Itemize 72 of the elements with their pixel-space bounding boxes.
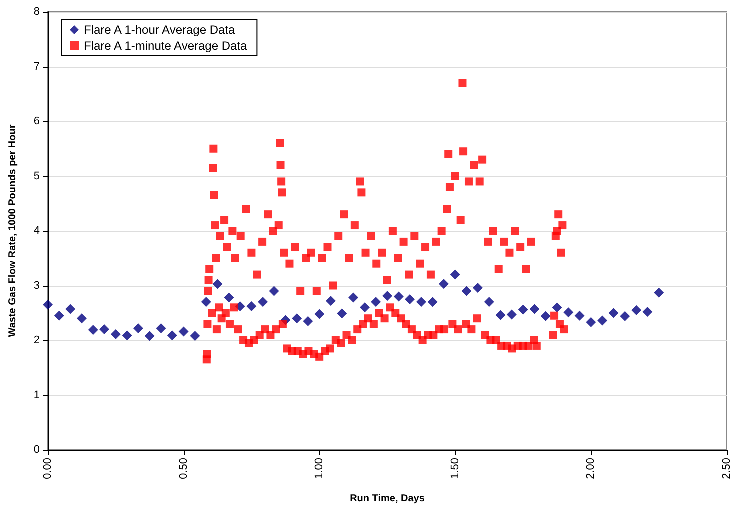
point: [540, 311, 551, 322]
point: [110, 329, 121, 340]
point: [438, 279, 449, 290]
point: [564, 308, 574, 318]
y-tick-label: 0: [34, 444, 40, 456]
point: [371, 297, 382, 308]
point: [598, 316, 608, 326]
point: [586, 317, 596, 328]
legend-label: Flare A 1-hour Average Data: [84, 23, 236, 37]
point: [246, 302, 257, 312]
x-tick-label: 1.50: [449, 458, 462, 480]
point: [360, 302, 370, 313]
point: [88, 325, 98, 336]
point: [416, 297, 426, 308]
point: [303, 316, 314, 326]
y-axis-title: Waste Gas Flow Rate, 1000 Pounds per Hour: [8, 124, 18, 338]
point: [167, 330, 178, 341]
point: [54, 310, 64, 321]
y-tick-label: 6: [34, 116, 40, 128]
point: [496, 310, 506, 320]
point: [144, 331, 155, 342]
point: [620, 311, 630, 322]
point: [552, 302, 562, 313]
point: [314, 309, 325, 320]
point: [156, 323, 166, 334]
x-axis-title: Run Time, Days: [350, 494, 426, 504]
point: [484, 297, 494, 308]
point: [530, 304, 540, 314]
point: [472, 282, 483, 293]
y-tick-label: 2: [34, 334, 40, 346]
point: [462, 286, 472, 296]
point: [326, 296, 336, 306]
point: [66, 304, 76, 314]
x-tick-label: 0.50: [178, 458, 190, 480]
y-tick-label: 8: [34, 6, 40, 18]
y-tick-label: 5: [34, 170, 40, 182]
point: [43, 300, 53, 310]
point: [269, 286, 280, 296]
x-tick-label: 0.00: [42, 458, 54, 480]
point: [518, 304, 528, 315]
legend-label: Flare A 1-minute Average Data: [84, 39, 248, 53]
point: [405, 294, 416, 304]
x-tick-label: 1.00: [314, 458, 326, 480]
point: [337, 308, 348, 319]
point: [178, 326, 189, 337]
y-tick-label: 1: [34, 389, 40, 402]
point: [428, 297, 438, 308]
x-tick-label: 2.50: [721, 458, 733, 480]
y-tick-label: 4: [34, 225, 40, 237]
point: [76, 314, 87, 324]
point: [574, 310, 585, 321]
point: [122, 330, 132, 341]
point: [292, 314, 302, 324]
point: [224, 292, 234, 303]
point: [394, 292, 404, 302]
point: [258, 297, 268, 308]
point: [608, 308, 619, 318]
point: [450, 270, 460, 280]
y-tick-label: 3: [34, 280, 40, 292]
point: [133, 323, 144, 334]
point: [506, 310, 517, 320]
x-tick-label: 2.00: [585, 458, 598, 480]
point: [190, 331, 200, 342]
point: [642, 307, 653, 318]
point: [348, 292, 359, 303]
point: [654, 288, 664, 298]
point: [632, 305, 642, 316]
y-tick-label: 7: [34, 60, 40, 73]
point: [382, 291, 392, 302]
point: [99, 324, 110, 335]
point: [201, 297, 212, 308]
point: [212, 279, 223, 290]
